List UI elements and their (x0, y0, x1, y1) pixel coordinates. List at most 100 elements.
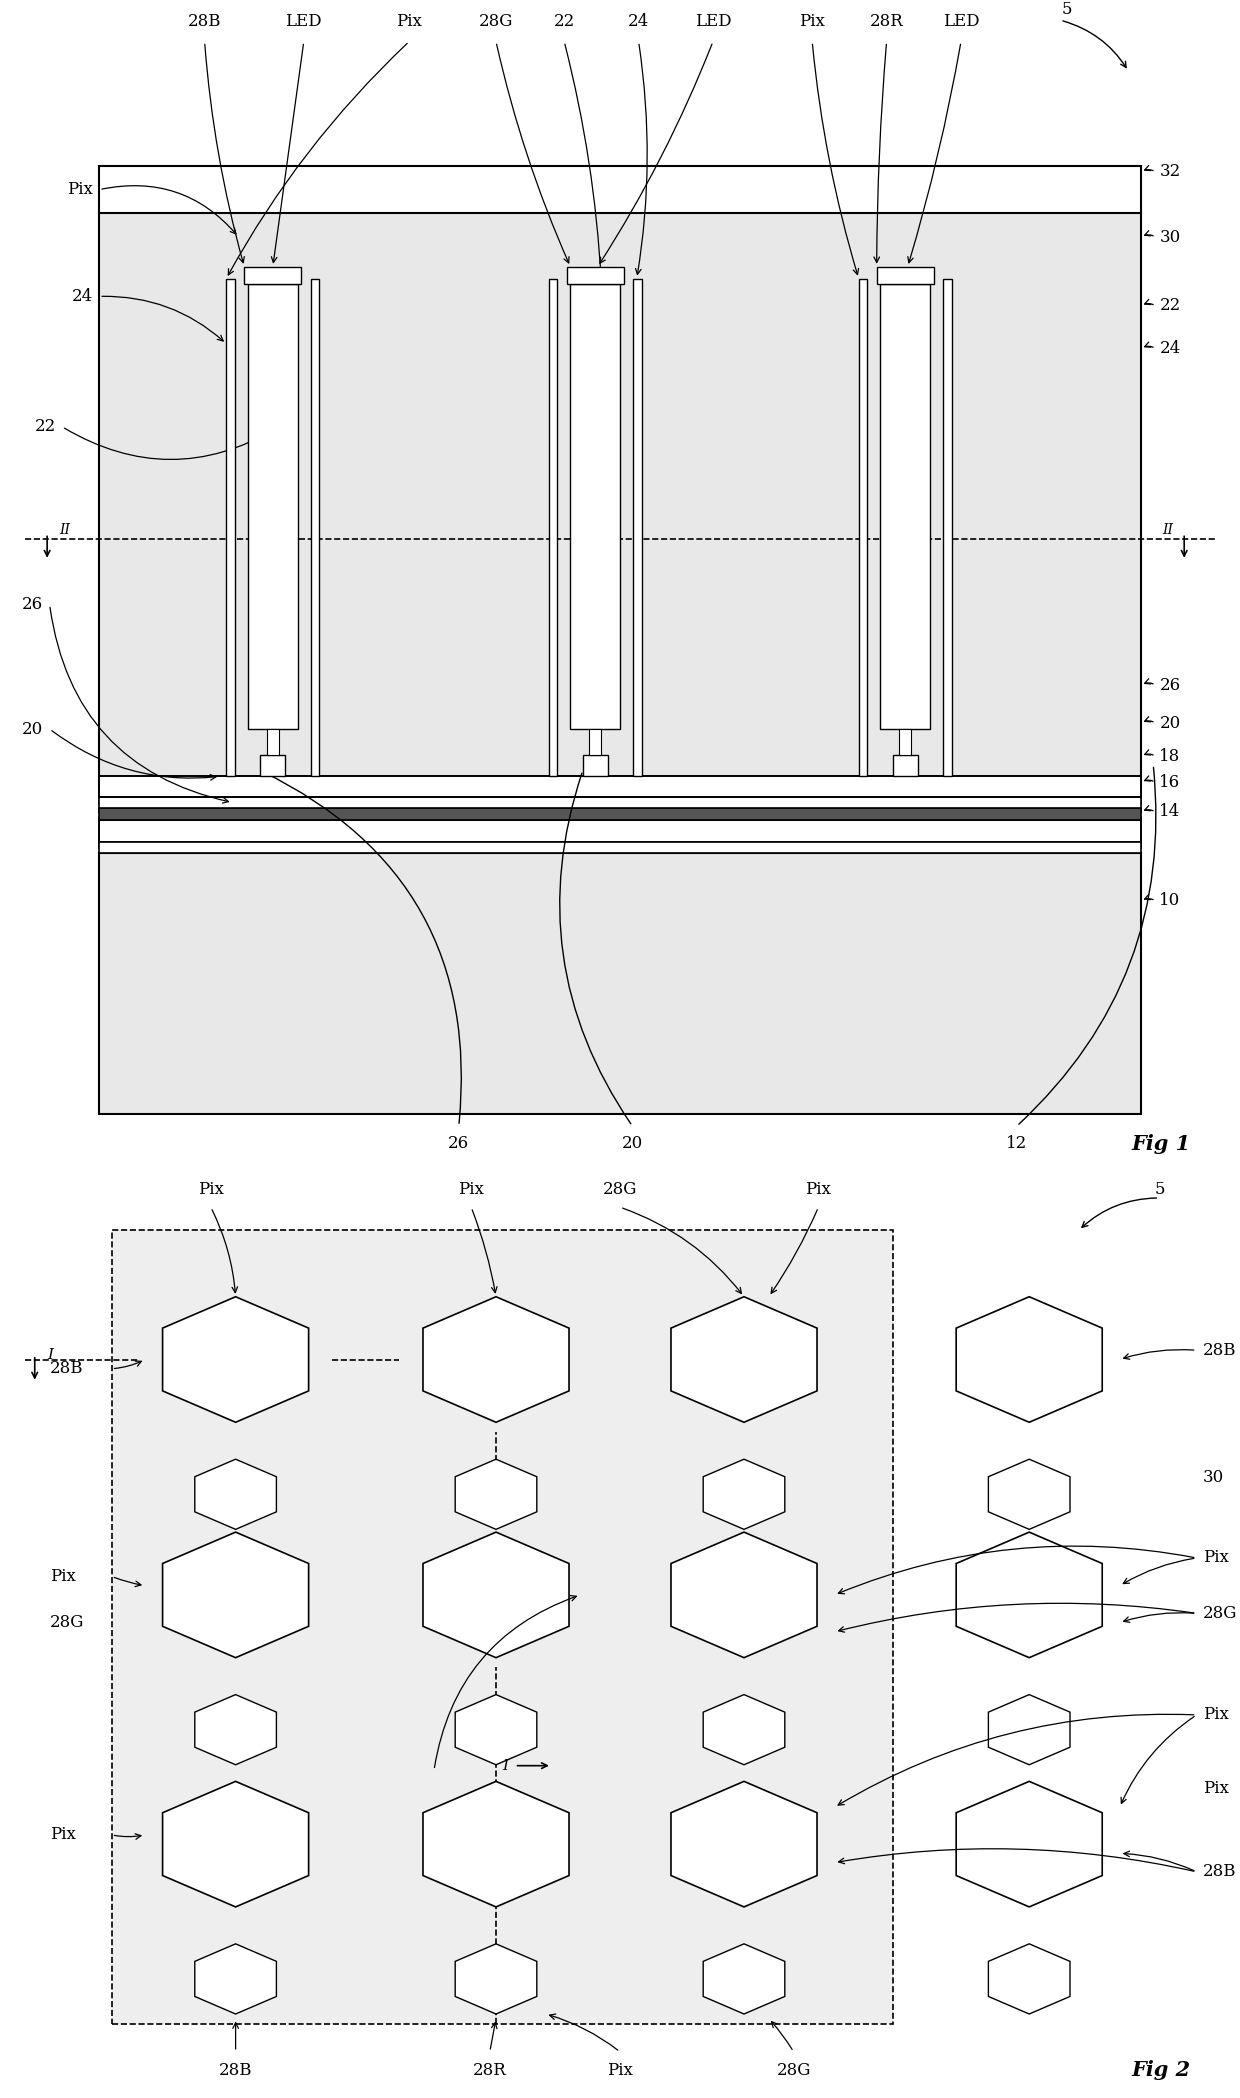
Text: 14: 14 (1159, 804, 1180, 820)
Text: Pix: Pix (459, 1181, 484, 1198)
Text: 28G: 28G (50, 1613, 84, 1630)
Bar (589, 728, 601, 755)
Bar (248, 285, 298, 728)
Text: 28G: 28G (479, 13, 513, 29)
Text: 20: 20 (621, 1135, 644, 1152)
Bar (880, 285, 930, 728)
Bar (99, 808, 1141, 820)
Text: Pix: Pix (198, 1181, 223, 1198)
Polygon shape (956, 1532, 1102, 1657)
Text: 5: 5 (1061, 0, 1071, 17)
Bar (899, 728, 911, 755)
Bar (310, 279, 320, 776)
Bar (99, 776, 1141, 797)
Bar (570, 285, 620, 728)
Bar (567, 266, 624, 285)
Text: LED: LED (942, 13, 980, 29)
Text: 26: 26 (448, 1135, 470, 1152)
Polygon shape (703, 1695, 785, 1764)
Bar (267, 728, 279, 755)
Bar (99, 166, 1141, 214)
Text: 28B: 28B (1203, 1343, 1236, 1360)
Text: Fig 1: Fig 1 (1131, 1133, 1190, 1154)
Bar (112, 1229, 893, 2025)
Text: 28R: 28R (472, 2062, 507, 2079)
Text: Pix: Pix (50, 1827, 76, 1844)
Text: 28R: 28R (869, 13, 904, 29)
Polygon shape (455, 1945, 537, 2014)
Polygon shape (423, 1781, 569, 1907)
Polygon shape (988, 1695, 1070, 1764)
Polygon shape (162, 1532, 309, 1657)
Polygon shape (671, 1297, 817, 1422)
Text: 26: 26 (1159, 678, 1180, 694)
Bar (99, 841, 1141, 854)
Text: 28G: 28G (776, 2062, 811, 2079)
Text: LED: LED (285, 13, 322, 29)
Polygon shape (455, 1695, 537, 1764)
Text: Pix: Pix (800, 13, 825, 29)
Polygon shape (195, 1460, 277, 1529)
Bar (893, 755, 918, 776)
Text: I: I (502, 1758, 508, 1773)
Text: 20: 20 (1159, 715, 1180, 732)
Polygon shape (671, 1532, 817, 1657)
Polygon shape (195, 1695, 277, 1764)
Bar (99, 854, 1141, 1114)
Text: 5: 5 (1154, 1181, 1164, 1198)
Text: 24: 24 (72, 287, 93, 304)
Text: II: II (60, 522, 71, 537)
Text: 24: 24 (627, 13, 650, 29)
Text: 32: 32 (1159, 164, 1180, 180)
Text: 20: 20 (22, 720, 43, 738)
Text: 28B: 28B (1203, 1863, 1236, 1880)
Text: 30: 30 (1159, 229, 1180, 245)
Polygon shape (195, 1945, 277, 2014)
Text: Pix: Pix (608, 2062, 632, 2079)
Bar (877, 266, 934, 285)
Bar (99, 166, 1141, 789)
Bar (632, 279, 642, 776)
Text: Fig 2: Fig 2 (1131, 2060, 1190, 2081)
Text: I: I (47, 1347, 53, 1362)
Polygon shape (956, 1297, 1102, 1422)
Text: 18: 18 (1159, 747, 1180, 766)
Bar (99, 820, 1141, 841)
Text: Pix: Pix (1203, 1550, 1229, 1567)
Text: Pix: Pix (397, 13, 422, 29)
Bar (858, 279, 868, 776)
Text: 28B: 28B (187, 13, 222, 29)
Text: 16: 16 (1159, 774, 1180, 791)
Polygon shape (423, 1297, 569, 1422)
Text: Pix: Pix (67, 180, 93, 197)
Polygon shape (988, 1460, 1070, 1529)
Polygon shape (703, 1460, 785, 1529)
Text: 12: 12 (1006, 1135, 1028, 1152)
Text: 30: 30 (1203, 1469, 1224, 1485)
Polygon shape (162, 1297, 309, 1422)
Text: 28B: 28B (218, 2062, 253, 2079)
Text: Pix: Pix (50, 1567, 76, 1584)
Bar (244, 266, 301, 285)
Text: 28G: 28G (1203, 1605, 1238, 1622)
Text: Pix: Pix (806, 1181, 831, 1198)
Text: 26: 26 (22, 596, 43, 613)
Polygon shape (703, 1945, 785, 2014)
Polygon shape (671, 1781, 817, 1907)
Text: Pix: Pix (1203, 1781, 1229, 1798)
Polygon shape (162, 1781, 309, 1907)
Bar (583, 755, 608, 776)
Text: LED: LED (694, 13, 732, 29)
Text: 22: 22 (1159, 298, 1180, 315)
Text: II: II (1162, 522, 1173, 537)
Bar (549, 279, 558, 776)
Bar (226, 279, 236, 776)
Text: 22: 22 (35, 418, 56, 434)
Text: 22: 22 (553, 13, 575, 29)
Text: Pix: Pix (1203, 1706, 1229, 1722)
Polygon shape (988, 1945, 1070, 2014)
Polygon shape (455, 1460, 537, 1529)
Bar (942, 279, 952, 776)
Text: 28B: 28B (50, 1360, 83, 1376)
Text: 10: 10 (1159, 892, 1180, 908)
